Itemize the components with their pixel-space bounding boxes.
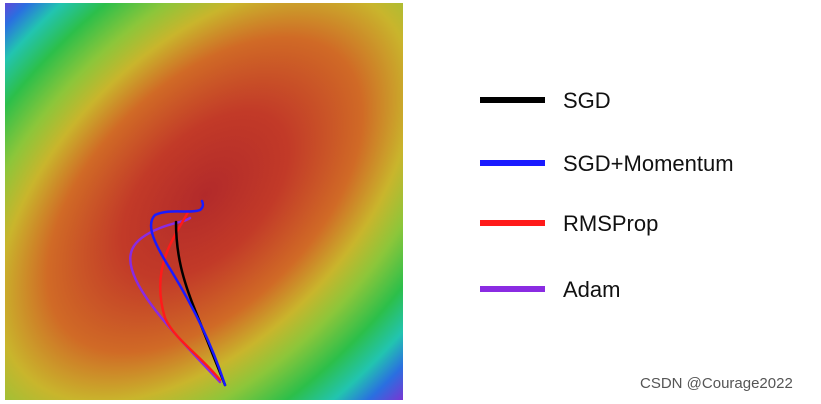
watermark: CSDN @Courage2022: [640, 375, 793, 392]
legend-label: SGD+Momentum: [563, 151, 734, 176]
rmsprop-path: [159, 210, 222, 382]
loss-surface: [5, 3, 403, 400]
legend-label: Adam: [563, 277, 620, 302]
momentum-path: [149, 199, 227, 387]
legend: SGD SGD+Momentum RMSProp Adam: [480, 88, 734, 302]
legend-label: RMSProp: [563, 211, 658, 236]
legend-label: SGD: [563, 88, 611, 113]
